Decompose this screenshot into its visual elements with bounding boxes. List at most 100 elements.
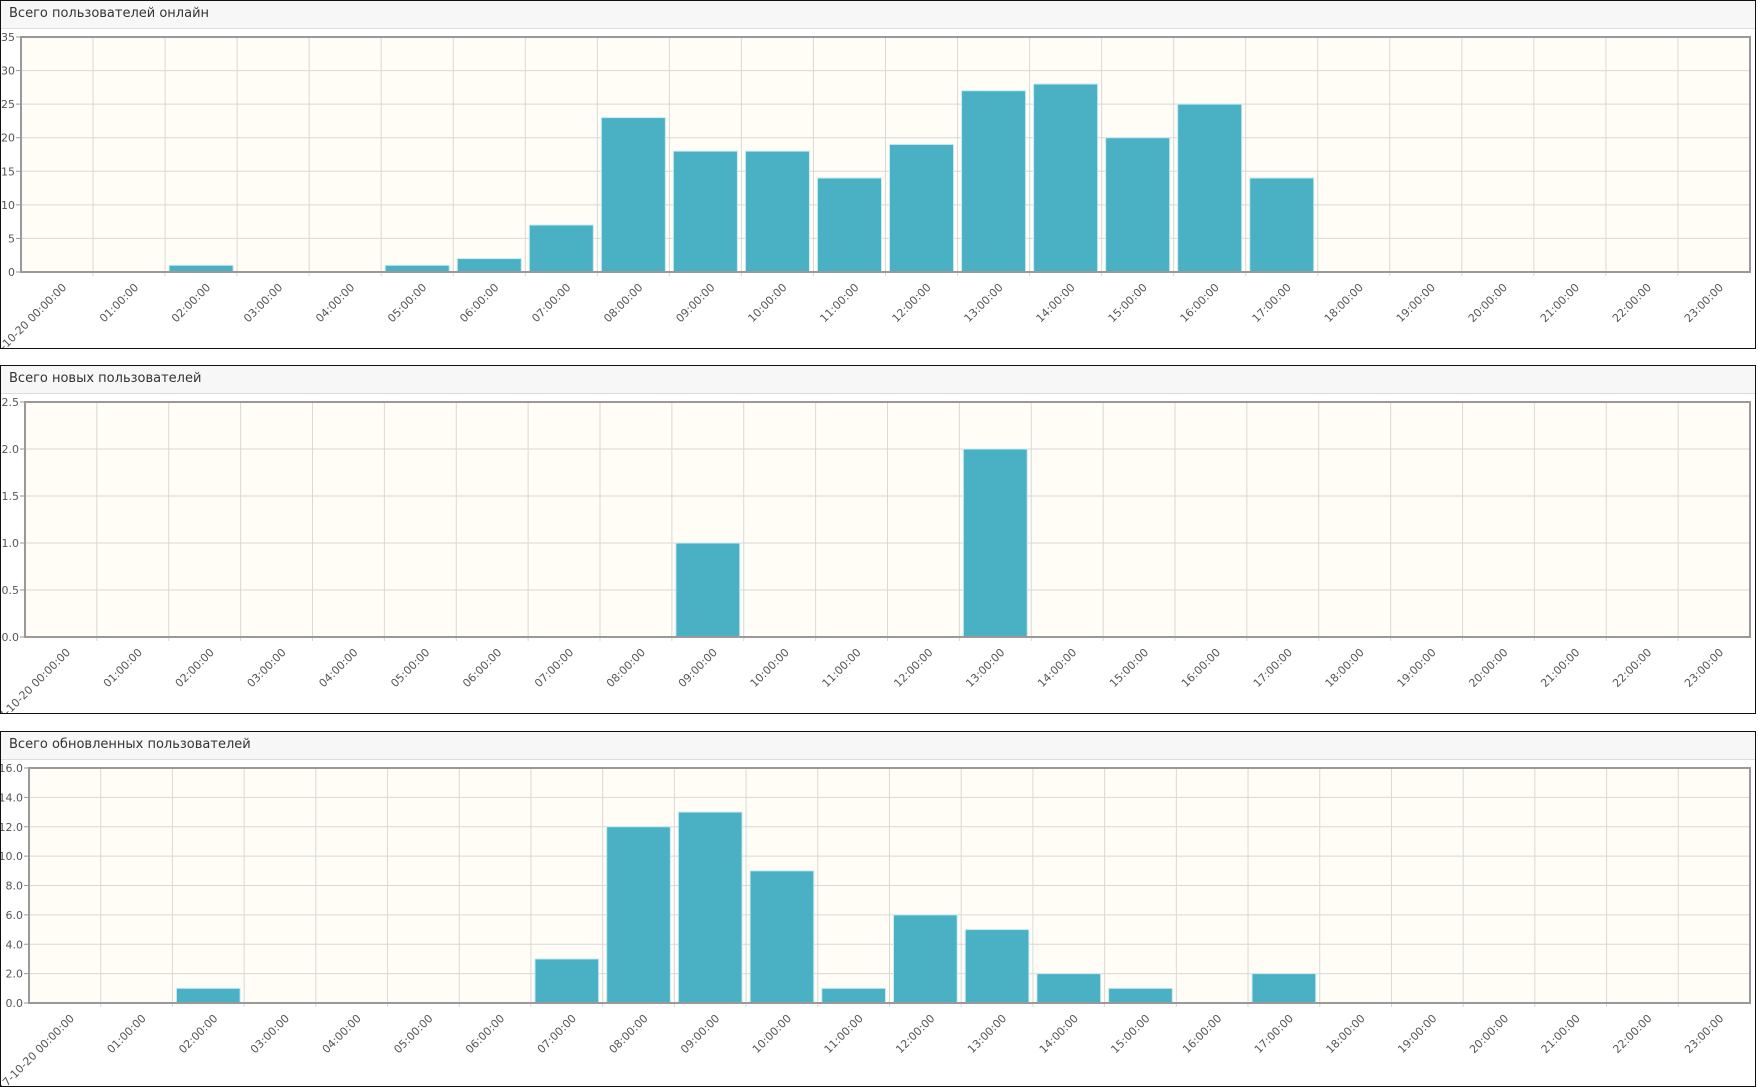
x-tick-label: 17:00:00 — [1252, 1012, 1296, 1056]
x-tick-label: 11:00:00 — [822, 1012, 866, 1056]
y-tick-label: 35 — [1, 31, 15, 44]
y-tick-label: 2.5 — [2, 396, 20, 409]
y-tick-label: 8.0 — [6, 880, 24, 893]
y-tick-label: 20 — [1, 132, 15, 145]
bar — [456, 258, 522, 273]
x-tick-label: 12:00:00 — [893, 1012, 937, 1056]
x-tick-label: 20:00:00 — [1467, 1012, 1511, 1056]
new-users-chart: 0.0 0.5 1.0 1.5 2.0 2.5 2017-10-20 00:00:00 01:… — [1, 396, 1751, 714]
x-tick-label: 12:00:00 — [890, 281, 934, 325]
x-tick-label: 12:00:00 — [891, 646, 935, 690]
x-tick-label: 22:00:00 — [1610, 646, 1654, 690]
bar — [1105, 137, 1171, 273]
x-tick-label: 2017-10-20 00:00:00 — [1, 1012, 77, 1086]
y-tick-label: 4.0 — [6, 938, 24, 951]
y-tick-label: 10 — [1, 199, 15, 212]
bar — [816, 177, 882, 273]
bar — [534, 958, 600, 1004]
x-tick-label: 21:00:00 — [1539, 1012, 1583, 1056]
plot-border — [28, 767, 1751, 1004]
y-tick-label: 25 — [1, 98, 15, 111]
x-tick-label: 01:00:00 — [97, 281, 141, 325]
x-tick-label: 03:00:00 — [245, 646, 289, 690]
x-tick-label: 04:00:00 — [313, 281, 357, 325]
plot-border — [20, 36, 1751, 273]
x-tick-label: 13:00:00 — [965, 1012, 1009, 1056]
x-tick-label: 14:00:00 — [1037, 1012, 1081, 1056]
panel-title: Всего новых пользователей — [1, 366, 1755, 394]
bar — [821, 987, 887, 1004]
x-tick-label: 23:00:00 — [1682, 1012, 1726, 1056]
bar — [168, 264, 234, 273]
x-tick-label: 2017-10-20 00:00:00 — [1, 646, 73, 714]
x-tick-label: 06:00:00 — [460, 646, 504, 690]
x-tick-label: 23:00:00 — [1682, 281, 1726, 325]
x-tick-label: 2017-10-20 00:00:00 — [1, 281, 69, 349]
bar — [600, 117, 666, 273]
x-tick-label: 20:00:00 — [1466, 646, 1510, 690]
x-tick-label: 08:00:00 — [607, 1012, 651, 1056]
bar — [1251, 973, 1317, 1004]
x-tick-label: 15:00:00 — [1108, 1012, 1152, 1056]
online-users-chart: 0 5 10 15 20 25 30 35 2017-10-20 00:00:00 01:00:0… — [1, 31, 1751, 349]
y-tick-label: 1.0 — [2, 537, 20, 550]
x-tick-label: 14:00:00 — [1034, 281, 1078, 325]
x-tick-label: 17:00:00 — [1251, 646, 1295, 690]
updated-users-chart: 0.0 2.0 4.0 6.0 8.0 10.0 12.0 14.0 16.0 2017-10-2… — [1, 762, 1751, 1086]
x-tick-label: 06:00:00 — [463, 1012, 507, 1056]
bar — [175, 987, 241, 1004]
bar — [675, 542, 741, 638]
x-tick-label: 16:00:00 — [1179, 646, 1223, 690]
x-tick-label: 10:00:00 — [748, 646, 792, 690]
x-tick-label: 07:00:00 — [535, 1012, 579, 1056]
bar — [1033, 83, 1099, 273]
x-tick-label: 08:00:00 — [601, 281, 645, 325]
x-tick-label: 19:00:00 — [1395, 646, 1439, 690]
bar — [528, 224, 594, 273]
x-tick-label: 15:00:00 — [1107, 646, 1151, 690]
x-tick-label: 11:00:00 — [817, 281, 861, 325]
y-tick-label: 2.0 — [2, 443, 20, 456]
bar — [1249, 177, 1315, 273]
x-tick-label: 13:00:00 — [963, 646, 1007, 690]
x-tick-label: 19:00:00 — [1395, 1012, 1439, 1056]
x-tick-label: 02:00:00 — [169, 281, 213, 325]
bar — [1177, 103, 1243, 273]
x-tick-label: 05:00:00 — [388, 646, 432, 690]
y-tick-label: 12.0 — [1, 821, 23, 834]
x-tick-label: 16:00:00 — [1178, 281, 1222, 325]
x-tick-label: 02:00:00 — [176, 1012, 220, 1056]
x-tick-label: 09:00:00 — [678, 1012, 722, 1056]
bar — [677, 811, 743, 1004]
x-tick-label: 18:00:00 — [1322, 281, 1366, 325]
x-tick-label: 06:00:00 — [457, 281, 501, 325]
x-tick-label: 11:00:00 — [820, 646, 864, 690]
x-tick-label: 22:00:00 — [1610, 1012, 1654, 1056]
x-tick-label: 21:00:00 — [1538, 646, 1582, 690]
x-tick-label: 20:00:00 — [1466, 281, 1510, 325]
bar — [1036, 973, 1102, 1004]
bar — [384, 264, 450, 273]
x-tick-label: 09:00:00 — [673, 281, 717, 325]
x-tick-label: 03:00:00 — [241, 281, 285, 325]
x-tick-label: 08:00:00 — [604, 646, 648, 690]
bar — [1108, 987, 1173, 1004]
online-users-panel: Всего пользователей онлайн 0 5 10 15 20 25 30 3… — [0, 0, 1756, 349]
bar — [749, 870, 815, 1004]
panel-title: Всего пользователей онлайн — [1, 1, 1755, 29]
updated-users-panel: Всего обновленных пользователей 0.0 2.0 4.… — [0, 731, 1756, 1087]
bar — [606, 826, 671, 1004]
x-tick-label: 01:00:00 — [105, 1012, 149, 1056]
y-tick-label: 30 — [1, 65, 15, 78]
new-users-panel: Всего новых пользователей 0.0 0.5 1.0 1.5 2.… — [0, 365, 1756, 714]
x-tick-label: 07:00:00 — [532, 646, 576, 690]
y-tick-label: 1.5 — [2, 490, 20, 503]
panel-title: Всего обновленных пользователей — [1, 732, 1755, 760]
x-tick-label: 10:00:00 — [750, 1012, 794, 1056]
x-tick-label: 23:00:00 — [1682, 646, 1726, 690]
bar — [889, 143, 955, 273]
plot-border — [24, 401, 1751, 638]
x-tick-label: 19:00:00 — [1394, 281, 1438, 325]
bar — [672, 150, 738, 273]
x-tick-label: 04:00:00 — [320, 1012, 364, 1056]
